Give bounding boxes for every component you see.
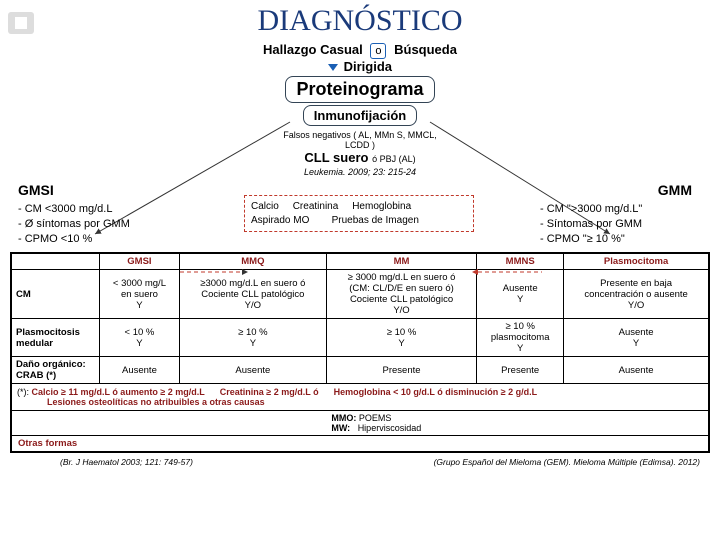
falsos-text: Falsos negativos ( AL, MMn S, MMCL, [283,130,437,140]
table-cell: Ausente [100,357,180,384]
triangle-down-icon [328,64,338,71]
gmsi-line-3: - CPMO <10 % [18,232,178,247]
cll-label: CLL suero [304,150,368,165]
creatinina-label: Creatinina [293,201,339,212]
table-cell: AusenteY [564,319,709,357]
th-mmq: MMQ [179,254,326,270]
table-cell: ≥ 10 %Y [326,319,476,357]
references-row: (Br. J Haematol 2003; 121: 749-57) (Grup… [0,453,720,467]
table-cell: Presente en bajaconcentración o ausenteY… [564,270,709,319]
row-header: Plasmocitosis medular [12,319,100,357]
table-row: CM< 3000 mg/Len sueroY≥3000 mg/d.L en su… [12,270,709,319]
proteinograma-box: Proteinograma [285,76,434,103]
gmsi-header: GMSI [18,181,178,200]
row-header: Daño orgánico: CRAB (*) [12,357,100,384]
note-lesiones: Lesiones osteolíticas no atribuibles a o… [47,397,265,407]
gmsi-col: GMSI - CM <3000 mg/d.L - Ø síntomas por … [18,181,178,246]
gmm-line-3: - CPMO "≥ 10 %" [540,232,710,247]
mw-label: MW: [331,423,350,433]
mmo-row: MMO: POEMS MW: Hiperviscosidad [12,411,709,436]
falsos-text-2: LCDD ) [345,140,375,150]
cll-suero-line: CLL suero ó PBJ (AL) [0,150,720,165]
otras-formas-label: Otras formas [12,436,709,452]
th-mm: MM [326,254,476,270]
mmo-value: POEMS [359,413,392,423]
table-cell: ≥ 10 %Y [179,319,326,357]
page-title: DIAGNÓSTICO [0,4,720,38]
hemoglobina-label: Hemoglobina [352,201,411,212]
gmm-header: GMM [540,181,710,200]
table-cell: < 3000 mg/Len sueroY [100,270,180,319]
table-cell: AusenteY [477,270,564,319]
th-mmns: MMNS [477,254,564,270]
note-hb: Hemoglobina < 10 g/d.L ó disminución ≥ 2… [334,387,538,397]
criteria-table: GMSI MMQ MM MMNS Plasmocitoma CM< 3000 m… [10,252,710,453]
subtitle-line-1: Hallazgo Casual o Búsqueda [0,42,720,59]
table-cell: < 10 %Y [100,319,180,357]
note-creat: Creatinina ≥ 2 mg/d.L ó [220,387,319,397]
note-lead: (*): [17,387,29,397]
corner-chip-icon [8,12,34,34]
th-plasmocitoma: Plasmocitoma [564,254,709,270]
midbox-row-1: Calcio Creatinina Hemoglobina [251,200,467,214]
table-cell: Presente [477,357,564,384]
falsos-negativos-line: Falsos negativos ( AL, MMn S, MMCL, LCDD… [0,130,720,150]
note-calcio: Calcio ≥ 11 mg/d.L ó aumento ≥ 2 mg/d.L [32,387,205,397]
table-row: Daño orgánico: CRAB (*)AusenteAusentePre… [12,357,709,384]
calcio-label: Calcio [251,201,279,212]
table-cell: Ausente [179,357,326,384]
table-row: Plasmocitosis medular< 10 %Y≥ 10 %Y≥ 10 … [12,319,709,357]
leukemia-ref: Leukemia. 2009; 23: 215-24 [0,167,720,177]
midbox-row-2: Aspirado MO Pruebas de Imagen [251,214,467,228]
dirigida-label: Dirigida [344,59,392,74]
th-blank [12,254,100,270]
otras-formas-row: Otras formas [12,436,709,452]
gmm-col: GMM - CM ">3000 mg/d.L" - Síntomas por G… [540,181,710,246]
row-header: CM [12,270,100,319]
gmm-line-2: - Síntomas por GMM [540,217,710,232]
gmsi-line-2: - Ø síntomas por GMM [18,217,178,232]
gmm-line-1: - CM ">3000 mg/d.L" [540,202,710,217]
table-header-row: GMSI MMQ MM MMNS Plasmocitoma [12,254,709,270]
table-cell: ≥ 10 %plasmocitomaY [477,319,564,357]
table-cell: Ausente [564,357,709,384]
aspirado-label: Aspirado MO [251,215,309,226]
hallazgo-label: Hallazgo Casual [263,42,363,57]
ref-right: (Grupo Español del Mieloma (GEM). Mielom… [434,457,700,467]
ref-left: (Br. J Haematol 2003; 121: 749-57) [60,457,193,467]
gmsi-line-1: - CM <3000 mg/d.L [18,202,178,217]
table-cell: ≥3000 mg/d.L en suero óCociente CLL pato… [179,270,326,319]
pruebas-imagen-label: Pruebas de Imagen [332,215,419,226]
crab-note-row: (*): Calcio ≥ 11 mg/d.L ó aumento ≥ 2 mg… [12,384,709,411]
mid-three-cols: GMSI - CM <3000 mg/d.L - Ø síntomas por … [0,177,720,248]
cll-sub-label: ó PBJ (AL) [372,154,416,164]
inmunofijacion-box: Inmunofijación [303,105,417,126]
mmo-label: MMO: [331,413,356,423]
table-cell: Presente [326,357,476,384]
table-cell: ≥ 3000 mg/d.L en suero ó(CM: CL/D/E en s… [326,270,476,319]
busqueda-label: Búsqueda [394,42,457,57]
th-gmsi: GMSI [100,254,180,270]
mw-value: Hiperviscosidad [358,423,422,433]
midbox-tests: Calcio Creatinina Hemoglobina Aspirado M… [244,195,474,232]
subtitle-line-2: Dirigida [0,59,720,74]
o-annotation: o [370,43,386,59]
